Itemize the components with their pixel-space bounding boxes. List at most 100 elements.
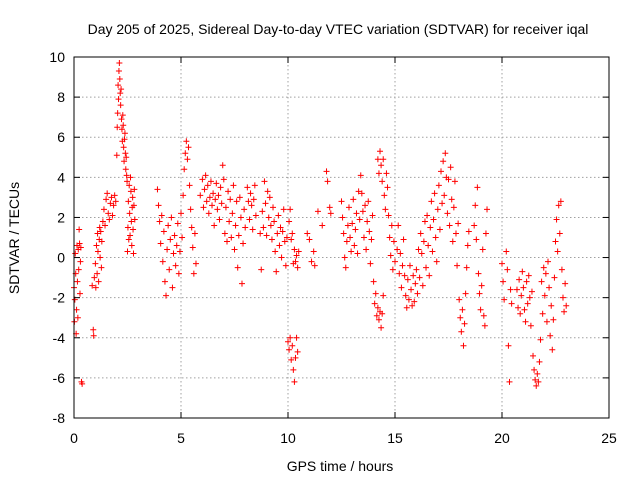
data-point [409,302,416,309]
data-point [291,378,298,385]
data-point [507,286,514,293]
y-tick-label: 2 [57,209,65,225]
data-point [357,172,364,179]
data-point [281,238,288,245]
chart-title: Day 205 of 2025, Sidereal Day-to-day VTE… [88,21,589,37]
data-point [248,202,255,209]
y-tick-label: 8 [57,89,65,105]
data-point [311,262,318,269]
data-point [429,248,436,255]
data-point [379,178,386,185]
data-point [174,220,181,227]
data-point [97,228,104,235]
data-point [416,274,423,281]
data-point [267,222,274,229]
data-point [260,224,267,231]
data-point [102,222,109,229]
data-point [521,306,528,313]
data-point [105,210,112,217]
data-point [228,234,235,241]
data-point [96,224,103,231]
data-point [203,198,210,205]
data-point [92,284,99,291]
data-point [370,278,377,285]
data-point [389,266,396,273]
data-point [172,262,179,269]
data-point [460,342,467,349]
data-point [213,180,220,187]
data-point [445,176,452,183]
y-tick-label: 0 [57,250,65,266]
data-point [542,270,549,277]
data-point [432,234,439,241]
data-point [374,304,381,311]
data-point [293,252,300,259]
data-point [118,126,125,133]
data-point [184,156,191,163]
data-point [347,234,354,241]
data-point [79,380,86,387]
data-point [130,202,137,209]
data-point [233,198,240,205]
data-point [549,346,556,353]
data-point [424,212,431,219]
data-point [280,206,287,213]
data-point [95,278,102,285]
data-point [439,200,446,207]
data-point [353,210,360,217]
data-point [457,314,464,321]
data-point [123,172,130,179]
data-point [550,316,557,323]
data-point [206,194,213,201]
data-point [231,246,238,253]
data-point [278,254,285,261]
data-point [413,266,420,273]
data-point [537,336,544,343]
data-point [350,196,357,203]
data-point [541,292,548,299]
data-point [192,260,199,267]
data-point [225,188,232,195]
data-point [166,266,173,273]
data-point [191,230,198,237]
data-point [285,338,291,345]
data-point [404,276,411,283]
data-point [247,190,254,197]
data-point [265,214,272,221]
data-point [187,206,194,213]
data-point [127,232,134,239]
data-point [218,200,225,207]
data-point [130,250,137,257]
data-point [74,314,81,321]
plot-frame [73,56,610,419]
data-point [462,290,469,297]
data-point [120,144,127,151]
data-point [159,258,166,265]
data-point [118,116,125,123]
data-point [356,216,363,223]
data-point [556,230,563,237]
data-point [292,258,299,265]
data-point [473,236,480,243]
data-point [558,266,565,273]
data-point [122,150,129,157]
data-point [481,322,488,329]
data-point [120,122,127,129]
data-point [90,332,97,339]
data-point [200,204,207,211]
data-point [458,328,465,335]
data-point [286,346,293,353]
data-point [516,276,523,283]
data-point [115,82,122,89]
data-point [392,258,398,265]
data-point [543,318,550,325]
data-point [428,198,435,205]
data-point [160,228,167,235]
data-point [76,240,83,247]
data-point [204,182,211,189]
y-tick-label: -2 [53,290,66,306]
data-point [229,210,236,217]
data-point [185,144,192,151]
data-point [455,220,462,227]
data-point [344,222,351,229]
